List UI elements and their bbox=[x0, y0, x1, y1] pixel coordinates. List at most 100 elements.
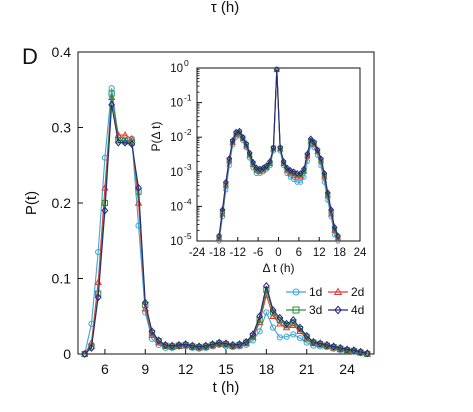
data-point-4d bbox=[195, 342, 203, 351]
data-point-2d bbox=[134, 198, 143, 206]
data-point-4d bbox=[283, 319, 290, 328]
inset-data-point-4d bbox=[307, 135, 314, 143]
data-point-4d bbox=[114, 138, 122, 147]
legend: 1d 2d 3d 4d bbox=[286, 285, 364, 317]
data-point-4d bbox=[343, 345, 351, 354]
inset-data-point-1d bbox=[294, 179, 300, 185]
inset-data-point-4d bbox=[290, 168, 297, 176]
data-point-4d bbox=[141, 298, 149, 307]
inset-x-tick-label: 18 bbox=[333, 247, 346, 259]
data-point-2d bbox=[269, 312, 277, 319]
inset-x-tick-label: 24 bbox=[354, 247, 367, 259]
data-point-4d bbox=[94, 293, 102, 302]
inset-data-point-4d bbox=[260, 164, 267, 172]
data-point-4d bbox=[128, 140, 136, 149]
series-line-2d bbox=[84, 97, 368, 355]
x-tick-label: 9 bbox=[141, 361, 149, 377]
legend-marker-3d bbox=[292, 306, 300, 314]
legend-marker-1d bbox=[292, 288, 300, 296]
y-axis-label: P(t) bbox=[23, 191, 40, 215]
data-point-4d bbox=[209, 340, 216, 349]
inset-data-point-4d bbox=[321, 169, 328, 177]
inset-x-tick-label: 6 bbox=[296, 247, 302, 259]
data-point-4d bbox=[215, 338, 223, 347]
data-point-4d bbox=[316, 339, 324, 348]
inset-data-point-4d bbox=[226, 155, 233, 163]
data-point-1d bbox=[256, 328, 263, 335]
y-tick-label: 0 bbox=[63, 346, 71, 362]
inset-y-tick-label: 10 bbox=[170, 63, 183, 75]
panel-letter: D bbox=[22, 44, 38, 69]
inset-data-point-4d bbox=[328, 206, 334, 214]
inset-y-tick-exponent: -1 bbox=[184, 93, 192, 103]
data-point-4d bbox=[162, 340, 169, 349]
data-point-4d bbox=[262, 282, 270, 291]
inset-data-point-4d bbox=[314, 146, 321, 154]
inset-y-tick-label: 10 bbox=[170, 98, 183, 110]
data-point-4d bbox=[188, 341, 196, 350]
inset-y-tick-label: 10 bbox=[170, 236, 183, 248]
data-point-4d bbox=[182, 340, 190, 349]
inset-data-point-4d bbox=[277, 144, 284, 152]
inset-y-tick-exponent: -5 bbox=[184, 231, 192, 241]
inset-data-point-4d bbox=[246, 149, 253, 157]
y-tick-label: 0.1 bbox=[52, 271, 72, 287]
main-chart: 6 9 12 15 18 21 24 0 0.1 0.2 0.3 0.4 t (h) P(t) bbox=[23, 44, 375, 396]
data-point-4d bbox=[249, 330, 257, 339]
legend-label-4d: 4d bbox=[351, 303, 364, 317]
x-tick-label: 15 bbox=[218, 361, 234, 377]
data-point-4d bbox=[135, 183, 142, 192]
inset-data-point-3d bbox=[257, 167, 263, 173]
inset-data-point-4d bbox=[331, 223, 338, 231]
data-point-4d bbox=[236, 340, 243, 349]
inset-data-point-4d bbox=[223, 178, 229, 186]
data-point-1d bbox=[283, 333, 290, 340]
legend-label-2d: 2d bbox=[351, 285, 364, 299]
data-point-4d bbox=[276, 313, 284, 322]
inset-data-point-4d bbox=[253, 164, 260, 172]
inset-y-tick-label: 10 bbox=[170, 201, 183, 213]
data-point-4d bbox=[202, 341, 210, 350]
data-point-1d bbox=[148, 335, 156, 342]
legend-marker-4d bbox=[334, 305, 342, 315]
data-point-2d bbox=[255, 318, 264, 325]
inset-y-tick-exponent: -3 bbox=[184, 162, 192, 172]
inset-data-point-4d bbox=[273, 66, 280, 73]
series-line-3d bbox=[84, 93, 368, 355]
data-point-2d bbox=[121, 131, 129, 138]
data-point-4d bbox=[256, 312, 264, 321]
data-point-2d bbox=[282, 323, 291, 331]
data-point-4d bbox=[303, 331, 311, 340]
legend-label-3d: 3d bbox=[309, 303, 322, 317]
data-point-4d bbox=[155, 336, 163, 345]
inset-y-tick-label: 10 bbox=[170, 132, 183, 144]
inset-y-tick-exponent: 0 bbox=[184, 58, 189, 68]
inset-x-tick-label: -24 bbox=[189, 247, 206, 259]
inset-data-point-4d bbox=[243, 140, 250, 148]
data-point-4d bbox=[175, 340, 183, 349]
data-point-1d bbox=[290, 331, 297, 338]
legend-marker-2d bbox=[333, 287, 343, 296]
inset-data-point-4d bbox=[301, 165, 307, 173]
inset-data-point-4d bbox=[287, 166, 294, 174]
inset-data-point-4d bbox=[304, 150, 311, 158]
x-axis-label: t (h) bbox=[213, 379, 240, 396]
inset-data-point-4d bbox=[324, 189, 331, 197]
data-point-1d bbox=[263, 309, 270, 316]
inset-y-tick-label: 10 bbox=[170, 167, 183, 179]
inset-y-axis-label: P(Δ t) bbox=[149, 121, 163, 151]
data-point-4d bbox=[88, 343, 95, 352]
data-point-1d bbox=[296, 335, 304, 342]
inset-data-point-4d bbox=[270, 144, 277, 152]
inset-data-point-4d bbox=[297, 169, 304, 177]
inset-data-point-4d bbox=[280, 157, 287, 165]
data-point-1d bbox=[269, 324, 277, 331]
data-point-4d bbox=[121, 138, 129, 147]
x-tick-label: 24 bbox=[339, 361, 355, 377]
inset-x-tick-label: -6 bbox=[253, 247, 263, 259]
inset-data-point-4d bbox=[229, 137, 236, 144]
inset-data-point-4d bbox=[267, 157, 273, 165]
inset-data-point-4d bbox=[250, 158, 256, 166]
